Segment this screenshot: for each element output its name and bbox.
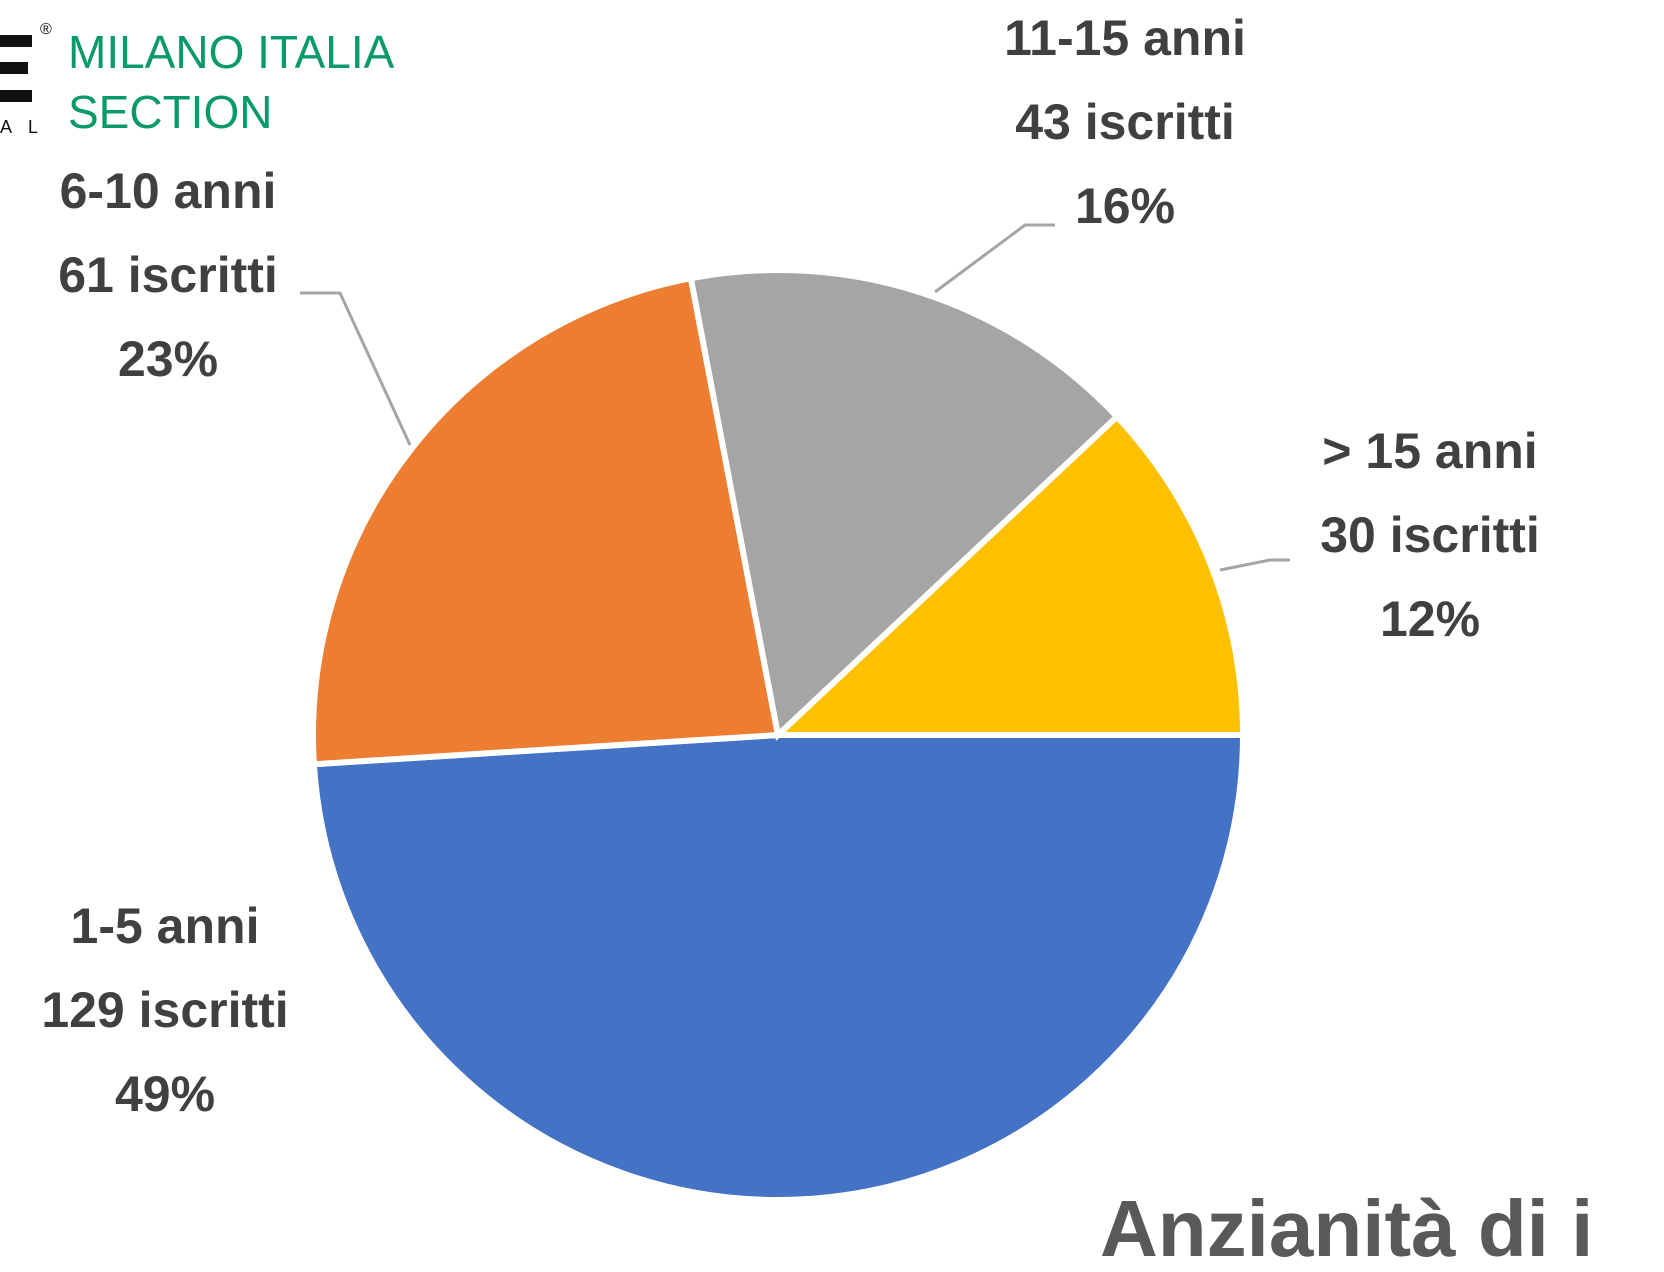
leader-line <box>1219 558 1290 572</box>
slice-category: 6-10 anni <box>60 163 277 219</box>
pie: 1-5 anni 129 iscritti 49% 6-10 anni 61 iscri… <box>41 10 1540 1203</box>
slice-category: > 15 anni <box>1322 423 1537 479</box>
logo-glyph <box>0 35 32 47</box>
logo-fragment: A L <box>0 117 44 137</box>
slice-percent: 49% <box>115 1066 215 1122</box>
pie-slice <box>687 267 1122 741</box>
slice-count: 129 iscritti <box>41 982 288 1038</box>
logo-line: MILANO ITALIA <box>68 26 395 78</box>
pie-slice <box>310 274 782 768</box>
slice-percent: 12% <box>1380 591 1480 647</box>
slice-percent: 23% <box>118 331 218 387</box>
logo-line: SECTION <box>68 86 272 138</box>
slice-category: 11-15 anni <box>1004 10 1246 66</box>
logo-mark: ® <box>40 21 52 38</box>
leader-line <box>300 291 412 446</box>
chart-title: Anzianità di i <box>1100 1184 1593 1272</box>
slice-percent: 16% <box>1075 178 1175 234</box>
slice-category: 1-5 anni <box>71 898 260 954</box>
pie-slice <box>310 732 1247 1203</box>
logo-glyph <box>0 90 32 102</box>
slice-count: 43 iscritti <box>1015 94 1235 150</box>
logo-glyph <box>0 62 28 74</box>
pie-slice <box>770 412 1247 738</box>
slice-count: 30 iscritti <box>1320 507 1540 563</box>
leader-line <box>934 223 1055 294</box>
slice-count: 61 iscritti <box>58 247 278 303</box>
